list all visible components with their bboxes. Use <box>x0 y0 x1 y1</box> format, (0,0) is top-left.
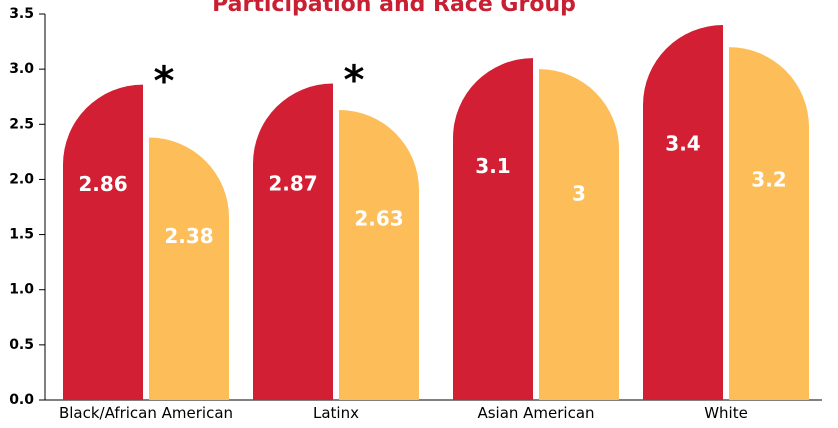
y-tick-label: 1.5 <box>9 227 34 243</box>
significance-asterisk: * <box>344 57 365 103</box>
y-tick-label: 0.0 <box>9 392 34 408</box>
bar <box>539 69 619 401</box>
y-tick-label: 0.5 <box>9 337 34 353</box>
bars <box>63 25 809 401</box>
bar <box>339 109 419 400</box>
category-label: Black/African American <box>59 404 233 422</box>
value-label: 3.2 <box>751 168 786 192</box>
value-label: 2.86 <box>78 172 127 196</box>
category-label: White <box>704 404 748 422</box>
bar <box>729 47 809 400</box>
y-tick-label: 3.0 <box>9 61 34 77</box>
bar <box>453 58 533 400</box>
value-label: 3.4 <box>665 132 700 156</box>
y-tick-label: 2.5 <box>9 116 34 132</box>
y-tick-label: 3.5 <box>9 6 34 22</box>
value-label: 2.38 <box>164 224 213 248</box>
bar <box>149 137 229 400</box>
value-label: 3 <box>572 181 586 205</box>
category-label: Asian American <box>477 404 594 422</box>
bar <box>63 84 143 400</box>
value-label: 3.1 <box>475 154 510 178</box>
annotations: * * <box>154 57 365 104</box>
category-labels: Black/African American Latinx Asian Americ… <box>59 404 748 422</box>
bar <box>253 83 333 401</box>
y-axis-ticks: 0.0 0.5 1.0 1.5 2.0 2.5 3.0 3.5 <box>9 6 45 408</box>
value-label: 2.63 <box>354 207 403 231</box>
y-tick-label: 1.0 <box>9 282 34 298</box>
category-label: Latinx <box>313 404 359 422</box>
chart-title: Participation and Race Group <box>212 0 576 17</box>
y-tick-label: 2.0 <box>9 171 34 187</box>
significance-asterisk: * <box>154 59 175 105</box>
value-labels: 2.86 2.38 2.87 2.63 3.1 3 3.4 3.2 <box>78 132 786 248</box>
value-label: 2.87 <box>268 171 317 195</box>
bar <box>643 25 723 401</box>
